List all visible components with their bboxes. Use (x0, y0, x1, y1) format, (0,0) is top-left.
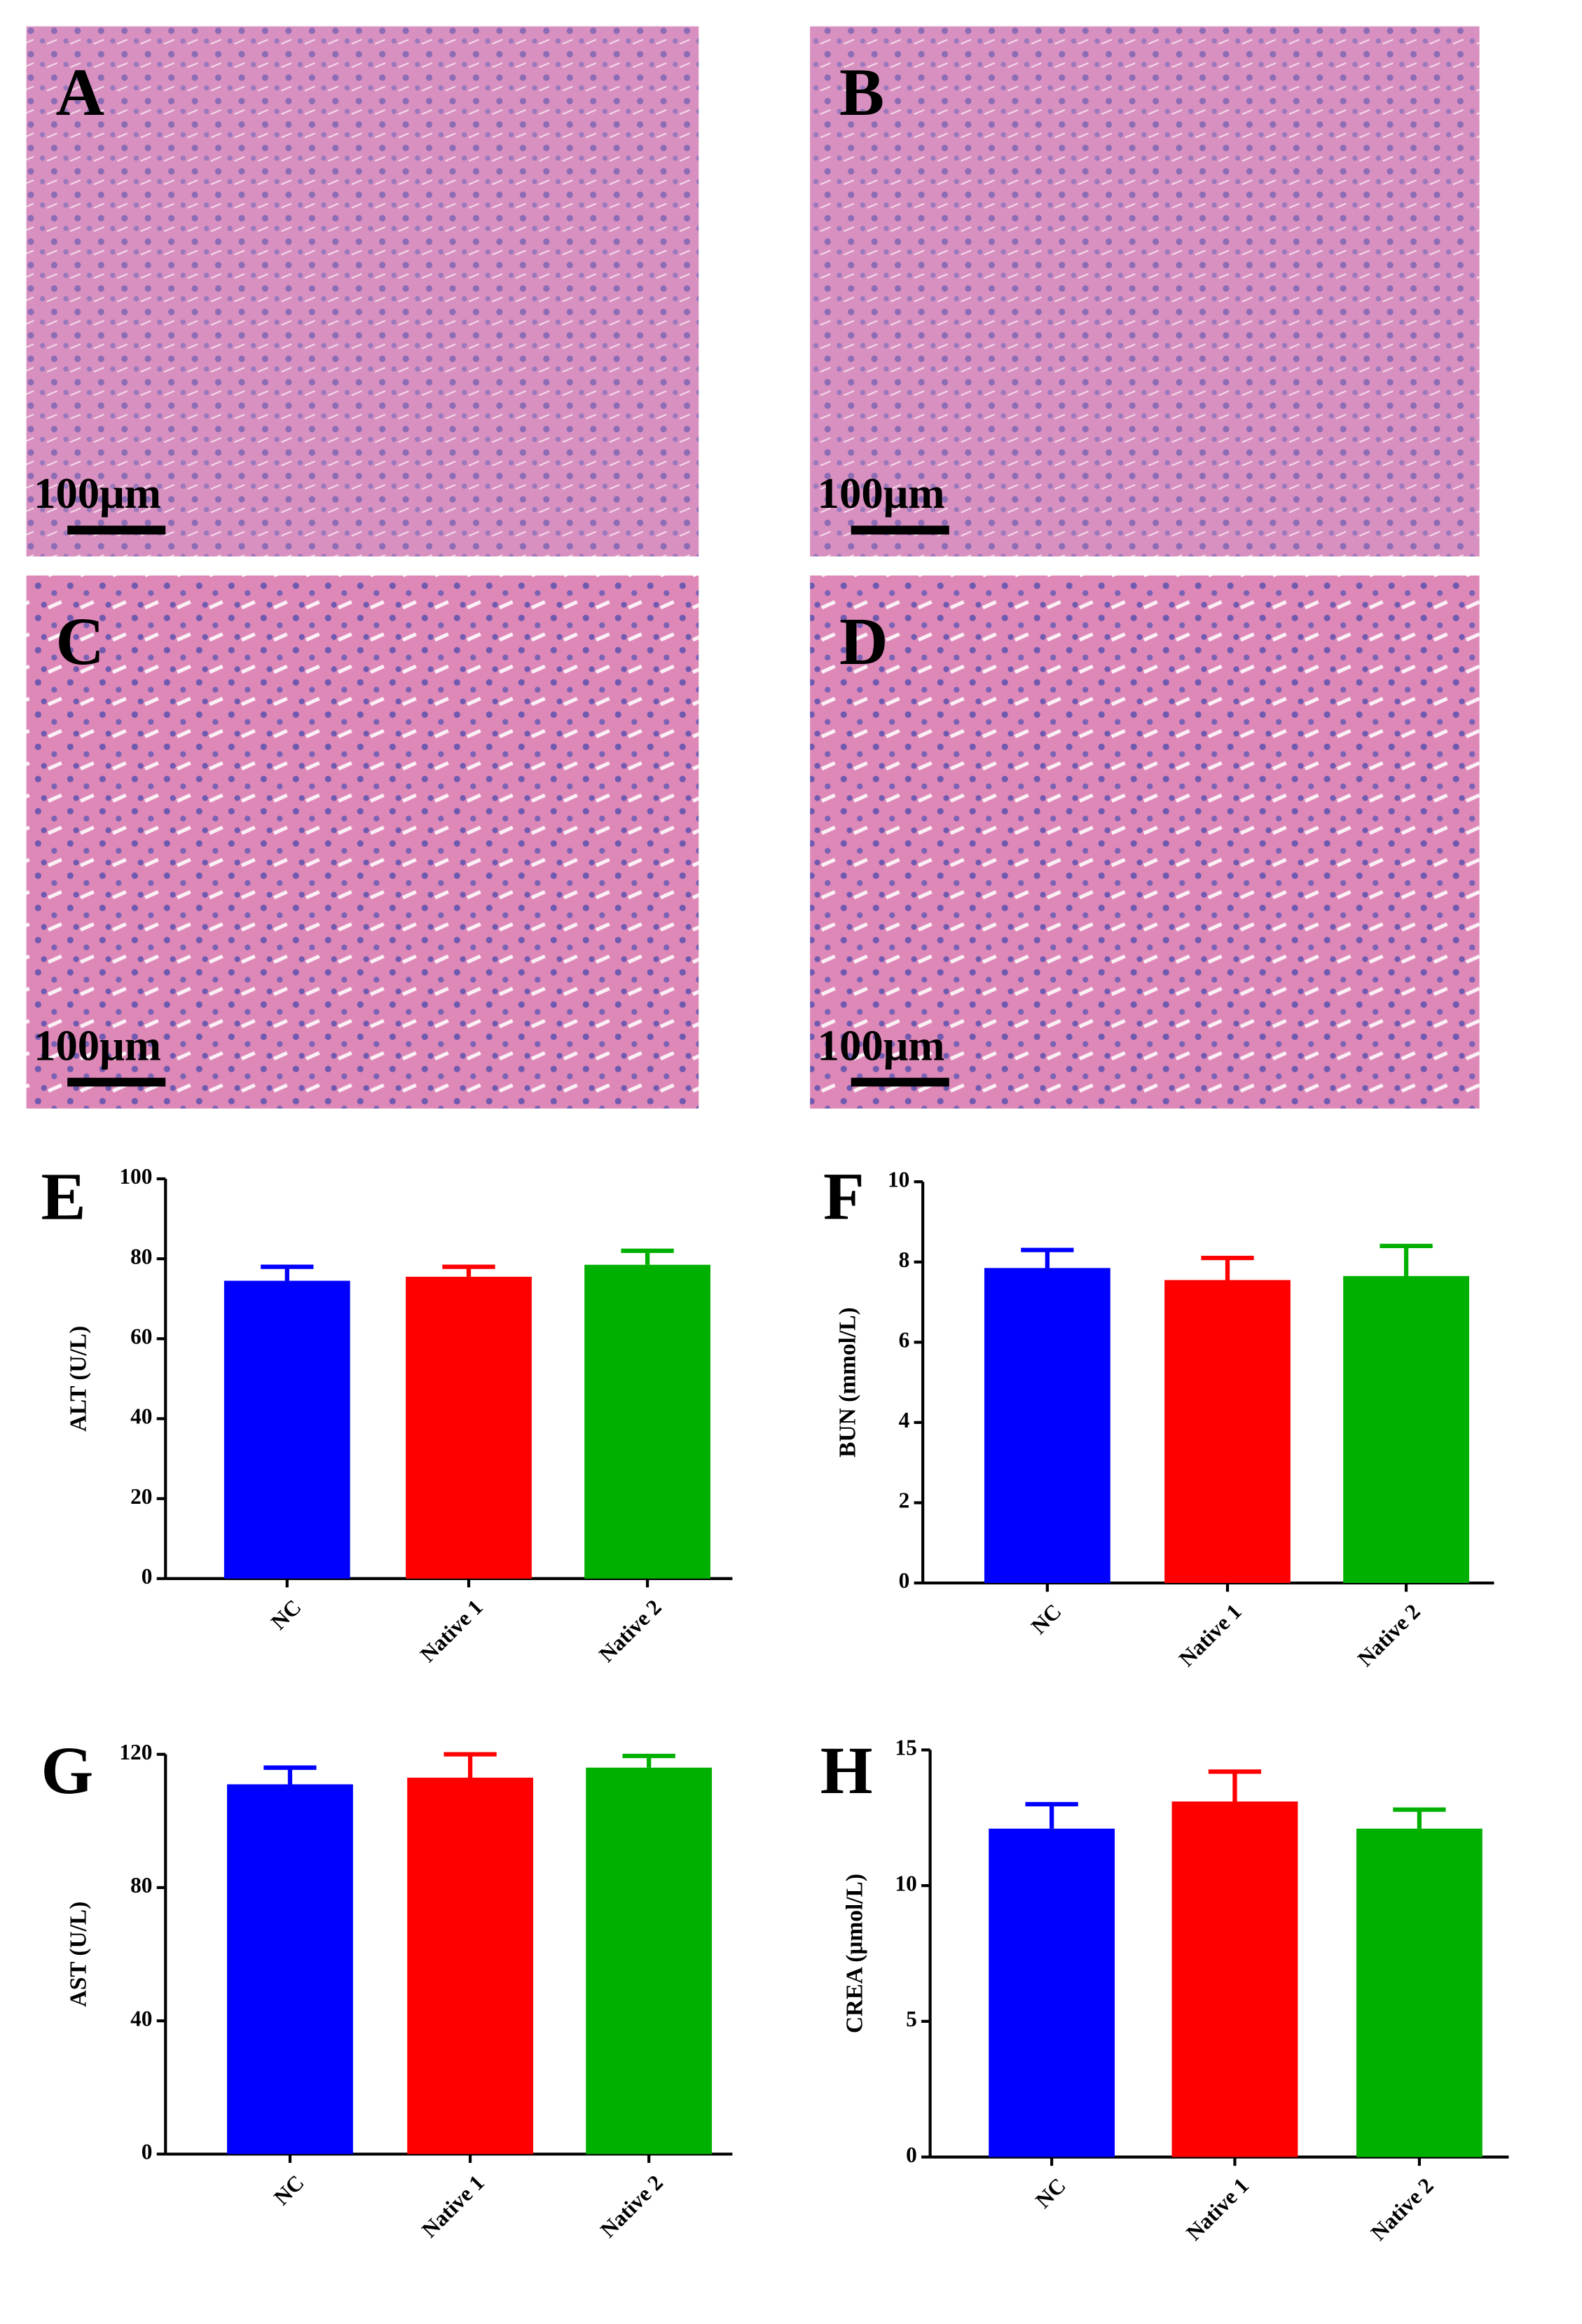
y-tick-label: 40 (130, 1404, 152, 1429)
y-tick-label: 0 (906, 2143, 917, 2167)
y-tick-label: 120 (119, 1740, 152, 1764)
y-tick-label: 60 (130, 1324, 152, 1349)
y-tick-label: 0 (142, 2140, 153, 2164)
panel-label: G (41, 1733, 94, 1808)
y-axis-label: BUN (mmol/L) (834, 1307, 860, 1458)
histology-image (810, 575, 1480, 1109)
histology-image (26, 575, 699, 1109)
x-tick-label: NC (266, 1595, 306, 1635)
bar (586, 1767, 713, 2154)
y-tick-label: 4 (899, 1408, 910, 1432)
bar (1171, 1801, 1298, 2157)
bar (223, 1280, 350, 1579)
y-tick-label: 10 (895, 1871, 916, 1895)
scale-bar-label: 100μm (818, 1021, 945, 1070)
panel-label: D (839, 604, 888, 679)
y-axis-label: ALT (U/L) (66, 1326, 92, 1432)
bar (1356, 1828, 1483, 2157)
bar (989, 1828, 1115, 2157)
y-axis-label: AST (U/L) (66, 1902, 92, 2007)
bar (1343, 1275, 1469, 1584)
y-tick-label: 6 (899, 1328, 910, 1353)
y-tick-label: 8 (899, 1247, 910, 1272)
x-tick-label: Native 2 (1366, 2173, 1438, 2246)
x-tick-label: Native 1 (1181, 2173, 1253, 2246)
panel-label: B (839, 55, 884, 130)
y-tick-label: 2 (899, 1488, 910, 1513)
y-tick-label: 20 (130, 1484, 152, 1509)
bar (227, 1784, 353, 2154)
scale-bar-label: 100μm (818, 469, 945, 518)
x-tick-label: Native 1 (415, 1595, 488, 1667)
y-tick-label: 0 (142, 1564, 153, 1589)
panel-label: A (55, 55, 104, 130)
y-tick-label: 5 (906, 2007, 917, 2031)
x-tick-label: Native 2 (1353, 1599, 1425, 1671)
y-tick-label: 100 (119, 1164, 152, 1189)
x-tick-label: Native 1 (417, 2170, 489, 2242)
y-tick-label: 10 (888, 1167, 909, 1191)
x-tick-label: Native 2 (594, 1595, 666, 1667)
x-tick-label: NC (1026, 1599, 1066, 1639)
bar (407, 1777, 534, 2154)
y-tick-label: 0 (899, 1568, 910, 1593)
bar (1164, 1280, 1291, 1584)
y-axis-label: CREA (μmol/L) (842, 1874, 868, 2033)
x-tick-label: NC (1031, 2173, 1071, 2213)
x-tick-label: Native 1 (1174, 1599, 1246, 1671)
x-tick-label: NC (269, 2170, 309, 2210)
bar (984, 1268, 1110, 1584)
scale-bar-label: 100μm (34, 469, 161, 518)
bar (584, 1264, 710, 1579)
histology-image (810, 26, 1480, 557)
y-tick-label: 80 (130, 1244, 152, 1268)
y-tick-label: 80 (130, 1873, 152, 1897)
y-tick-label: 15 (895, 1736, 916, 1760)
x-tick-label: Native 2 (596, 2170, 668, 2242)
panel-label: C (55, 604, 104, 679)
panel-label: F (823, 1159, 865, 1234)
y-tick-label: 40 (130, 2006, 152, 2031)
panel-label: H (820, 1733, 873, 1808)
histology-image (26, 26, 699, 557)
scale-bar-label: 100μm (34, 1021, 161, 1070)
bar (406, 1276, 532, 1579)
panel-label: E (41, 1159, 86, 1234)
